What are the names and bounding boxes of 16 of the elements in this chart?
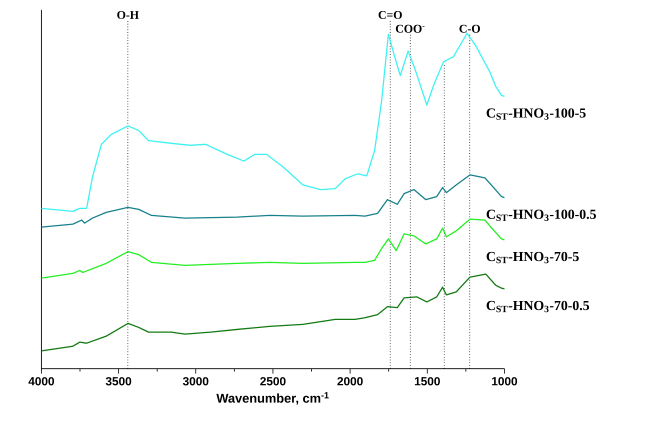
x-tick-label: 1500 (414, 377, 440, 386)
x-tick-label: 2000 (337, 377, 363, 386)
x-tick-label: 4000 (28, 377, 54, 386)
series-label: C$_{ST}$-HNO$_{3}$-70-0.5 (486, 301, 590, 312)
ref-line-label: COO$^{-}$ (396, 24, 425, 33)
series-label: C$_{ST}$-HNO$_{3}$-100-0.5 (486, 210, 596, 222)
ref-line-label: O-H (117, 11, 139, 20)
x-tick-label: 3500 (106, 377, 132, 386)
x-axis-title: Wavenumber, cm$^{-1}$ (216, 392, 329, 405)
series-label: C$_{ST}$-HNO$_{3}$-100-5 (486, 108, 586, 120)
ref-line-label: C=O (378, 11, 402, 20)
x-tick-label: 3000 (182, 377, 208, 386)
x-tick-label: 2500 (260, 377, 286, 386)
x-tick-label: 1000 (492, 377, 518, 386)
series-label: C$_{ST}$-HNO$_{3}$-70-5 (486, 252, 579, 264)
ref-line-label: C-O (459, 24, 480, 33)
